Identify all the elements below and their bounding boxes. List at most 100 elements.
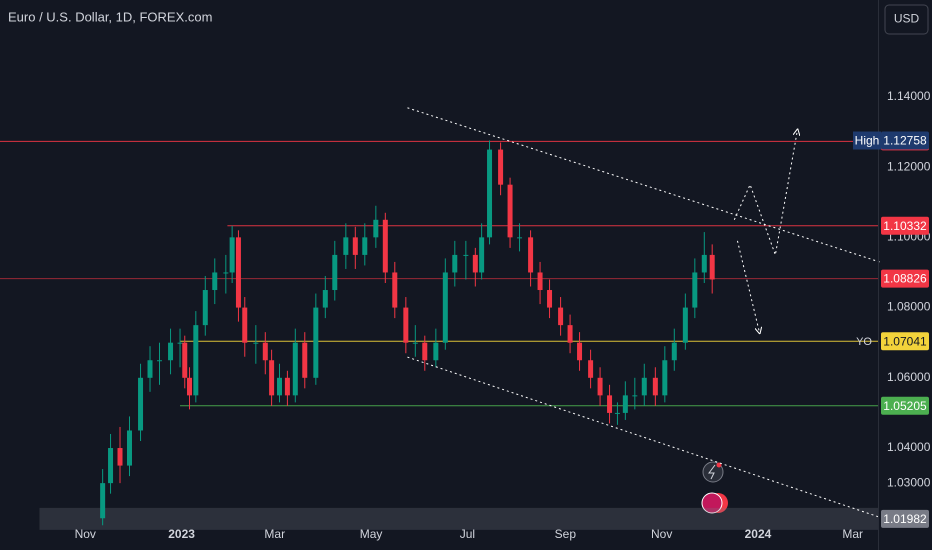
candle-body	[292, 342, 298, 396]
high-tag-box	[853, 131, 881, 150]
candle-body	[662, 360, 668, 396]
candle-body	[701, 254, 707, 273]
candle-body	[100, 483, 106, 519]
candle-body	[117, 448, 123, 466]
candle-body	[373, 219, 379, 238]
x-tick-label: Mar	[842, 527, 863, 541]
candle-body	[403, 307, 409, 343]
candle-body	[537, 272, 543, 291]
y-tick-label: 1.12000	[887, 159, 931, 173]
candle-body	[433, 342, 439, 361]
event-icons[interactable]	[701, 461, 728, 514]
candle-body	[641, 377, 647, 396]
y-tick-label: 1.06000	[887, 370, 931, 384]
candle-body	[253, 342, 259, 344]
high-price: 1.12758	[883, 134, 927, 148]
y-tick-label: 1.03000	[887, 475, 931, 489]
candle-body	[671, 342, 677, 361]
candle-body	[362, 237, 368, 255]
currency-button[interactable]	[884, 4, 929, 35]
x-tick-label: Mar	[264, 527, 285, 541]
candle-body	[322, 290, 328, 308]
x-tick-label: Nov	[75, 527, 96, 541]
candle-body	[517, 237, 523, 239]
candle-body	[442, 272, 448, 343]
price-label: 1.01982	[883, 512, 927, 526]
y-tick-label: 1.14000	[887, 89, 931, 103]
candle-body	[472, 254, 478, 273]
candle-body	[186, 377, 192, 396]
candle-body	[262, 342, 268, 361]
candle-body	[168, 342, 174, 361]
candle-body	[343, 237, 349, 255]
price-label-box	[881, 269, 929, 288]
x-tick-label: 2023	[168, 527, 195, 541]
candle-body	[577, 342, 583, 361]
price-label-box	[881, 509, 929, 528]
candle-body	[498, 149, 504, 185]
candle-body	[269, 360, 275, 396]
candle-body	[487, 149, 493, 238]
price-label: 1.10332	[883, 219, 927, 233]
candle-body	[382, 219, 388, 273]
level-band	[39, 507, 879, 530]
candle-body	[126, 430, 132, 466]
candle-body	[212, 272, 218, 291]
candle-body	[302, 342, 308, 378]
currency-label[interactable]: USD	[894, 12, 920, 26]
trend-drawing	[733, 130, 797, 257]
candle-body	[332, 254, 338, 291]
candle-body	[177, 342, 183, 344]
candle-body	[242, 307, 248, 343]
x-tick-label: 2024	[745, 527, 772, 541]
trend-drawing	[407, 356, 880, 518]
candle-body	[392, 272, 398, 308]
candle-body	[156, 360, 162, 362]
candle-body	[229, 237, 235, 273]
candle-body	[652, 377, 658, 396]
candle-body	[692, 272, 698, 308]
price-label: 1.08826	[883, 272, 927, 286]
candle-body	[479, 237, 485, 273]
candle-body	[313, 307, 319, 378]
level-tag: YO	[856, 336, 872, 348]
candle-body	[108, 448, 114, 484]
y-tick-label: 1.08000	[887, 300, 931, 314]
candle-body	[622, 395, 628, 413]
high-tag: High	[855, 134, 880, 148]
x-tick-label: Jul	[460, 527, 475, 541]
price-label-box	[881, 396, 929, 415]
candle-body	[709, 254, 715, 280]
candle-body	[193, 325, 199, 396]
candle-body	[412, 342, 418, 344]
candle-body	[284, 377, 290, 396]
candle-body	[547, 290, 553, 308]
candle-body	[235, 237, 241, 308]
candle-body	[352, 237, 358, 255]
candle-body	[607, 395, 613, 413]
candle-body	[182, 342, 188, 378]
candle-body	[614, 412, 620, 414]
candle-body	[452, 254, 458, 273]
candle-body	[507, 184, 513, 238]
candle-body	[202, 290, 208, 326]
candle-body	[138, 377, 144, 431]
candle-body	[422, 342, 428, 361]
candle-body	[277, 377, 283, 396]
trend-drawing	[736, 240, 759, 333]
candle-body	[528, 237, 534, 273]
y-tick-label: 1.04000	[887, 440, 931, 454]
x-tick-label: Sep	[555, 527, 577, 541]
candle-body	[597, 377, 603, 396]
candle-body	[147, 360, 153, 378]
price-label: 1.07041	[883, 334, 927, 348]
symbol-title: Euro / U.S. Dollar, 1D, FOREX.com	[8, 9, 212, 24]
candle-body	[632, 395, 638, 397]
candle-body	[558, 307, 564, 326]
price-label-box	[881, 332, 929, 351]
price-label-box	[881, 216, 929, 235]
candle-body	[682, 307, 688, 343]
high-price-box	[881, 131, 929, 150]
candle-body	[223, 272, 229, 274]
